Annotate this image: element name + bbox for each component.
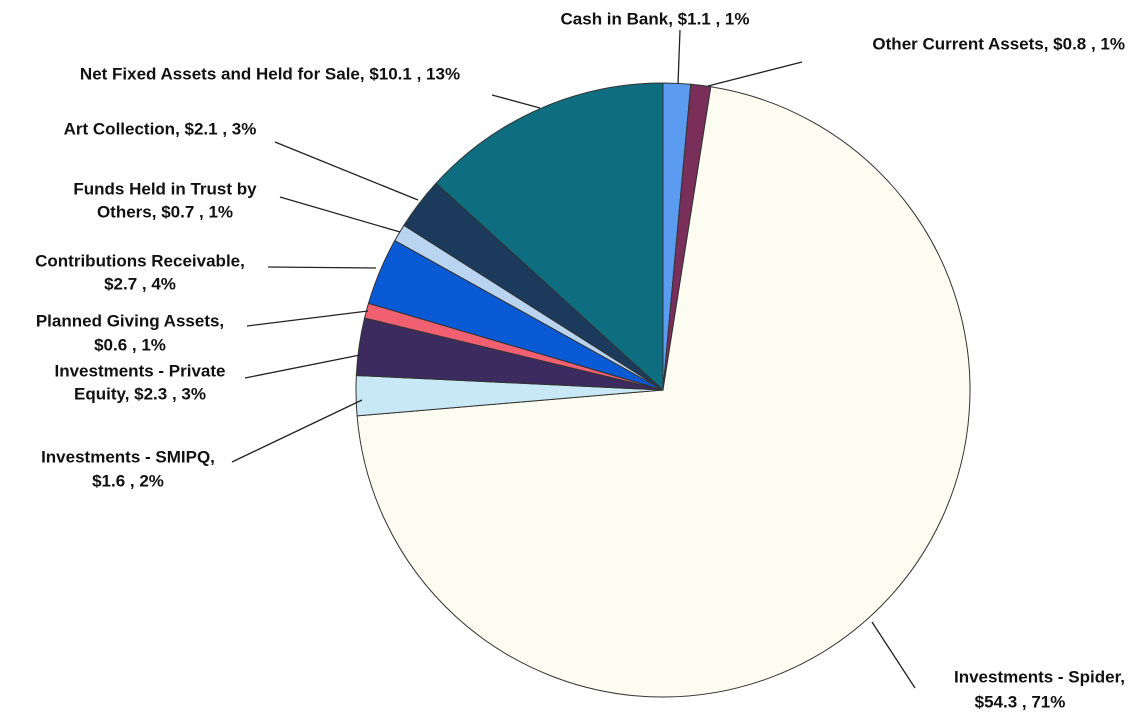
pie-slice bbox=[435, 82, 664, 392]
data-label: Net Fixed Assets and Held for Sale, $10.… bbox=[80, 64, 460, 83]
leader-line bbox=[246, 310, 369, 327]
data-label: Investments - SMIPQ, bbox=[41, 447, 215, 466]
leader-line bbox=[491, 94, 541, 109]
data-label: $2.7 , 4% bbox=[104, 274, 176, 293]
leader-line bbox=[231, 399, 363, 463]
data-label: Cash in Bank, $1.1 , 1% bbox=[561, 9, 750, 28]
leader-line bbox=[244, 354, 361, 379]
leader-line bbox=[267, 266, 377, 269]
data-label: Planned Giving Assets, bbox=[36, 311, 224, 330]
data-label: Others, $0.7 , 1% bbox=[97, 202, 233, 221]
data-label: Investments - Spider, bbox=[954, 667, 1125, 686]
pie-slice bbox=[356, 86, 971, 698]
leader-line bbox=[274, 141, 419, 201]
data-label: Equity, $2.3 , 3% bbox=[74, 384, 206, 403]
leader-line bbox=[279, 196, 401, 233]
data-label: Art Collection, $2.1 , 3% bbox=[64, 119, 257, 138]
data-label: Funds Held in Trust by bbox=[73, 179, 257, 198]
data-label: Contributions Receivable, bbox=[35, 251, 245, 270]
data-label: $54.3 , 71% bbox=[975, 692, 1066, 711]
data-label: $1.6 , 2% bbox=[92, 471, 164, 490]
data-label: Other Current Assets, $0.8 , 1% bbox=[872, 34, 1125, 53]
leader-line bbox=[871, 621, 916, 689]
leader-line bbox=[707, 61, 803, 87]
leader-line bbox=[677, 29, 681, 85]
data-label: $0.6 , 1% bbox=[94, 335, 166, 354]
data-label: Investments - Private bbox=[54, 361, 225, 380]
